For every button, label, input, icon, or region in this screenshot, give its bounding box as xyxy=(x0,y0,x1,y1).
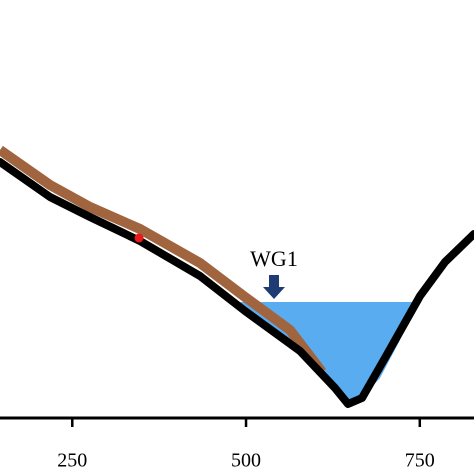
terrain-profile xyxy=(0,158,474,408)
x-tick-label: 750 xyxy=(405,450,435,472)
annotation: WG1 xyxy=(250,246,298,271)
x-tick-label: 250 xyxy=(57,450,87,472)
gauge-point xyxy=(134,233,144,243)
arrow xyxy=(263,275,285,299)
slope-surface xyxy=(0,145,326,376)
x-tick-label: 500 xyxy=(231,450,261,472)
